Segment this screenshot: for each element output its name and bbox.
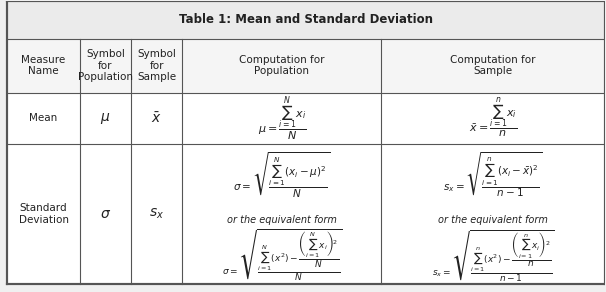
Text: $s_x = \sqrt{\dfrac{\sum_{i=1}^{n}(x_i - \bar{x})^2}{n-1}}$: $s_x = \sqrt{\dfrac{\sum_{i=1}^{n}(x_i -… bbox=[444, 151, 543, 199]
Text: $\bar{x} = \dfrac{\sum_{i=1}^{n} x_i}{n}$: $\bar{x} = \dfrac{\sum_{i=1}^{n} x_i}{n}… bbox=[469, 96, 517, 140]
Text: Computation for
Sample: Computation for Sample bbox=[450, 55, 536, 77]
Text: $\sigma = \sqrt{\dfrac{\sum_{i=1}^{N}(x_i - \mu)^2}{N}}$: $\sigma = \sqrt{\dfrac{\sum_{i=1}^{N}(x_… bbox=[233, 150, 330, 200]
Bar bbox=[7, 39, 605, 93]
Text: Symbol
for
Population: Symbol for Population bbox=[78, 49, 133, 82]
Text: $\mu$: $\mu$ bbox=[100, 111, 111, 126]
Text: Mean: Mean bbox=[30, 113, 58, 124]
Text: Computation for
Population: Computation for Population bbox=[239, 55, 325, 77]
Bar bbox=[7, 1, 605, 39]
Text: $\bar{x}$: $\bar{x}$ bbox=[152, 111, 162, 126]
Text: Table 1: Mean and Standard Deviation: Table 1: Mean and Standard Deviation bbox=[179, 13, 433, 27]
Text: $\sigma$: $\sigma$ bbox=[100, 207, 111, 221]
Text: Measure
Name: Measure Name bbox=[21, 55, 65, 77]
Text: or the equivalent form: or the equivalent form bbox=[227, 215, 337, 225]
Text: Standard
Deviation: Standard Deviation bbox=[19, 203, 68, 225]
Text: $\sigma = \sqrt{\dfrac{\sum_{i=1}^{N}(x^2) - \dfrac{\left(\sum_{i=1}^{N} x_i\rig: $\sigma = \sqrt{\dfrac{\sum_{i=1}^{N}(x^… bbox=[222, 228, 342, 284]
Text: $\mu = \dfrac{\sum_{i=1}^{N} x_i}{N}$: $\mu = \dfrac{\sum_{i=1}^{N} x_i}{N}$ bbox=[258, 94, 306, 143]
Text: Symbol
for
Sample: Symbol for Sample bbox=[137, 49, 176, 82]
Text: or the equivalent form: or the equivalent form bbox=[438, 215, 548, 225]
Text: $s_x$: $s_x$ bbox=[149, 207, 164, 221]
Text: $s_x = \sqrt{\dfrac{\sum_{i=1}^{n}(x^2) - \dfrac{\left(\sum_{i=1}^{n} x_i\right): $s_x = \sqrt{\dfrac{\sum_{i=1}^{n}(x^2) … bbox=[431, 228, 554, 284]
